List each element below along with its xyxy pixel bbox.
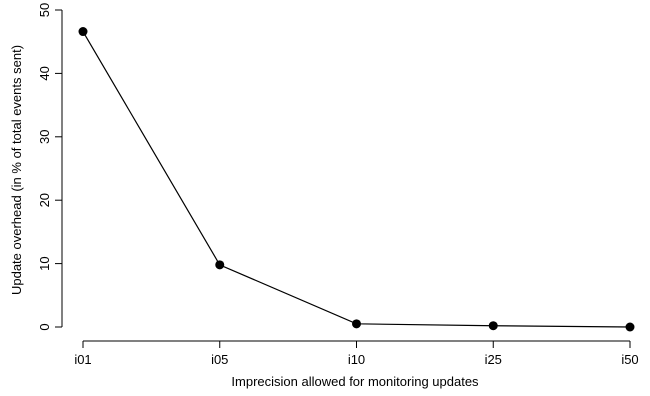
- x-tick-label: i01: [74, 352, 91, 367]
- y-axis: 0 10 20 30 40 50: [37, 3, 63, 331]
- x-tick-label: i05: [211, 352, 228, 367]
- x-tick-label: i25: [485, 352, 502, 367]
- x-tick-label: i50: [621, 352, 638, 367]
- y-tick-label: 40: [37, 66, 52, 80]
- y-tick-label: 20: [37, 193, 52, 207]
- data-point: [78, 27, 88, 37]
- x-axis-title: Imprecision allowed for monitoring updat…: [231, 374, 479, 389]
- x-axis: i01 i05 i10 i25 i50: [74, 340, 639, 367]
- data-point: [352, 319, 361, 329]
- data-point: [625, 322, 635, 332]
- y-tick-label: 10: [37, 256, 52, 270]
- data-point: [488, 321, 498, 331]
- y-tick-label: 0: [37, 323, 52, 330]
- y-tick-label: 30: [37, 130, 52, 144]
- series-layer: [78, 27, 635, 332]
- series-line: [82, 31, 631, 328]
- x-tick-label: i10: [348, 352, 365, 367]
- y-tick-label: 50: [37, 3, 52, 17]
- y-axis-title: Update overhead (in % of total events se…: [9, 45, 24, 295]
- data-point: [215, 260, 225, 270]
